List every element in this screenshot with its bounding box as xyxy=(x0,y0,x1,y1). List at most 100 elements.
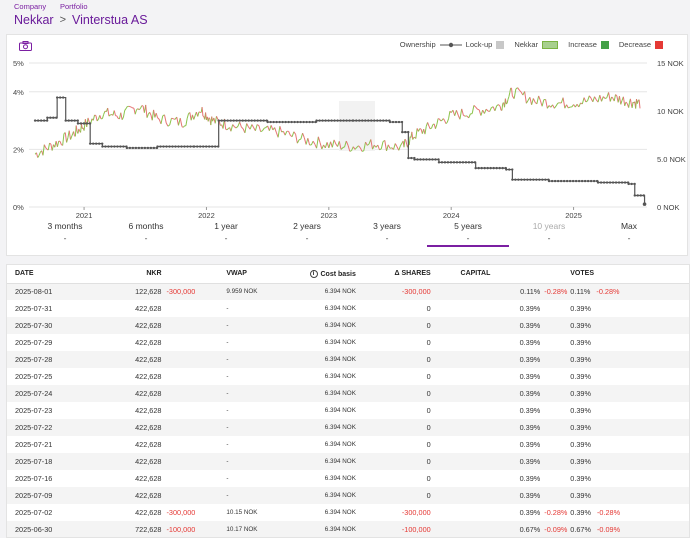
legend-increase-label[interactable]: Increase xyxy=(568,40,597,49)
cell-nkr: 722,628 xyxy=(81,521,162,537)
nekkar-price-segment xyxy=(232,124,235,128)
ownership-point xyxy=(250,119,253,122)
ownership-point xyxy=(602,181,606,184)
nekkar-price-segment xyxy=(113,110,117,116)
nekkar-price-segment xyxy=(429,127,432,130)
transactions-table: DATE NKR VWAP i Cost basis Δ SHARES CAPIT… xyxy=(6,264,690,538)
nekkar-price-segment xyxy=(49,142,52,145)
nekkar-price-segment xyxy=(47,143,51,151)
cell-nkr-change xyxy=(162,334,227,351)
ownership-point xyxy=(275,120,278,124)
nekkar-price-segment xyxy=(99,115,102,120)
ownership-point xyxy=(146,146,150,150)
legend-decrease-label[interactable]: Decrease xyxy=(618,40,651,49)
ownership-point xyxy=(88,142,92,145)
table-row[interactable]: 2025-07-16 422,628 - 6.394 NOK 0 0.39% 0.39% xyxy=(7,470,689,487)
nekkar-price-segment xyxy=(483,108,487,114)
cell-nkr: 422,628 xyxy=(135,406,162,415)
tab-value: - xyxy=(385,233,389,243)
table-row[interactable]: 2025-07-24 422,628 -6.394 NOK 0 0.39% 0.39% xyxy=(7,385,689,402)
nekkar-price-segment xyxy=(35,152,39,158)
table-row[interactable]: 2025-07-29 422,628 - 6.394 NOK 0 0.39% 0.39% xyxy=(7,334,689,351)
cell-vwap: 9.959 NOK xyxy=(226,283,277,300)
col-capital[interactable]: CAPITAL xyxy=(460,265,541,284)
tab-10-years[interactable]: 10 years - xyxy=(509,221,589,243)
col-votes[interactable]: VOTES xyxy=(570,265,689,284)
table-row[interactable]: 2025-07-21 422,628 - 6.394 NOK 0 0.39% 0.39% xyxy=(7,436,689,453)
table-row[interactable]: 2025-07-22 422,628 -6.394 NOK 0 0.39% 0.39% xyxy=(7,419,689,436)
nekkar-price-segment xyxy=(513,88,517,99)
cell-nkr: 422,628 xyxy=(135,372,162,381)
ownership-point xyxy=(281,120,284,124)
nekkar-price-segment xyxy=(59,141,62,145)
ownership-point xyxy=(45,119,49,122)
cell-capital-change: -0.09% xyxy=(540,521,571,537)
table-row[interactable]: 2025-07-09 422,628 -6.394 NOK 0 0.39% 0.39% xyxy=(7,487,689,504)
y-left-tick-label: 2% xyxy=(13,145,24,154)
tab-5-years[interactable]: 5 years - xyxy=(427,221,509,247)
cell-delta-shares: 0 xyxy=(426,440,431,449)
nekkar-price-segment xyxy=(636,100,639,104)
nekkar-price-segment xyxy=(201,107,204,117)
cell-nkr: 422,628 xyxy=(135,338,162,347)
ownership-point xyxy=(104,145,107,148)
nekkar-price-segment xyxy=(70,135,73,140)
ownership-point xyxy=(189,145,192,148)
nekkar-price-segment xyxy=(234,126,237,129)
table-row[interactable]: 2025-07-23 422,628 - 6.394 NOK 0 0.39% 0.39% xyxy=(7,402,689,419)
tab-2-years[interactable]: 2 years - xyxy=(267,221,347,243)
legend-nekkar-label[interactable]: Nekkar xyxy=(514,40,539,49)
tab-3-months[interactable]: 3 months - xyxy=(25,221,105,243)
nekkar-price-segment xyxy=(155,113,158,118)
nekkar-price-segment xyxy=(615,94,618,97)
ownership-point xyxy=(434,158,437,161)
col-delta-shares[interactable]: Δ SHARES xyxy=(355,265,431,284)
col-vwap[interactable]: VWAP xyxy=(226,265,277,284)
ownership-point xyxy=(345,119,348,122)
tab-3-years[interactable]: 3 years - xyxy=(347,221,427,243)
table-row[interactable]: 2025-07-02 422,628 -300,000 10.15 NOK 6.394 … xyxy=(7,504,689,521)
tab-1-year[interactable]: 1 year - xyxy=(186,221,266,243)
tab-6-months[interactable]: 6 months - xyxy=(106,221,186,243)
cell-cost-basis: 6.394 NOK xyxy=(276,351,356,368)
cell-cost-basis: 6.394 NOK xyxy=(324,407,356,414)
table-row[interactable]: 2025-07-28 422,628 -6.394 NOK 0 0.39% 0.39% xyxy=(7,351,689,368)
ownership-point xyxy=(76,122,80,125)
table-row[interactable]: 2025-08-01 122,628 -300,000 9.959 NOK 6.394 … xyxy=(7,283,689,300)
table-row[interactable]: 2025-07-18 422,628 -6.394 NOK 0 0.39% 0.39% xyxy=(7,453,689,470)
col-nkr[interactable]: NKR xyxy=(81,265,162,284)
nekkar-price-segment xyxy=(344,140,347,148)
col-date[interactable]: DATE xyxy=(7,265,82,284)
info-icon[interactable]: i xyxy=(309,269,318,278)
nekkar-price-segment xyxy=(463,114,466,117)
ownership-point xyxy=(168,145,171,148)
nekkar-price-segment xyxy=(354,147,358,150)
breadcrumb-separator: > xyxy=(59,14,67,26)
table-row[interactable]: 2025-06-30 722,628 -100,000 10.17 NOK 6.394 … xyxy=(7,521,689,537)
nekkar-price-segment xyxy=(107,107,110,117)
ownership-chart[interactable]: 5% 4% 2% 0% 15 NOK 10 NOK 5.0 NOK 0 NOK 2021 2022… xyxy=(7,35,689,221)
nekkar-price-segment xyxy=(340,147,344,150)
ownership-point xyxy=(143,146,147,150)
nekkar-price-segment xyxy=(384,140,388,151)
nekkar-price-segment xyxy=(588,95,592,99)
nekkar-price-segment xyxy=(601,96,604,102)
ownership-point xyxy=(116,145,119,148)
col-cost-basis[interactable]: i Cost basis xyxy=(276,265,356,284)
nekkar-price-segment xyxy=(263,126,267,129)
camera-icon[interactable] xyxy=(19,41,32,51)
table-row[interactable]: 2025-07-30 422,628 -6.394 NOK 0 0.39% 0.39% xyxy=(7,317,689,334)
table-row[interactable]: 2025-07-31 422,628 - 6.394 NOK 0 0.39% 0.39% xyxy=(7,300,689,317)
tab-max[interactable]: Max - xyxy=(589,221,669,243)
tab-label: 5 years xyxy=(454,221,482,231)
legend-lockup-label[interactable]: Lock-up xyxy=(465,40,493,49)
cell-date: 2025-07-09 xyxy=(7,487,82,504)
cell-vwap: - xyxy=(226,407,229,414)
table-row[interactable]: 2025-07-25 422,628 - 6.394 NOK 0 0.39% 0.39% xyxy=(7,368,689,385)
company-link[interactable]: Nekkar xyxy=(14,13,54,27)
portfolio-link[interactable]: Vinterstua AS xyxy=(72,13,148,27)
x-tick-label: 2025 xyxy=(565,211,582,220)
ownership-point xyxy=(508,168,511,171)
ownership-point xyxy=(477,166,480,170)
ownership-point xyxy=(174,145,177,148)
